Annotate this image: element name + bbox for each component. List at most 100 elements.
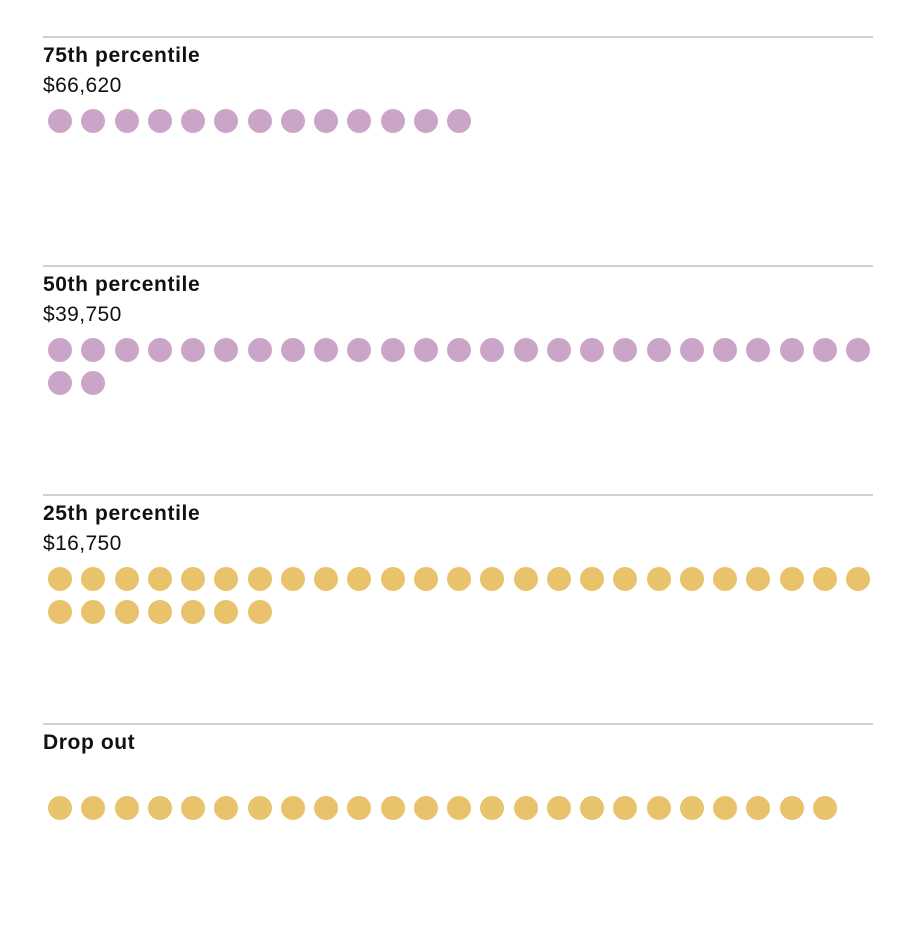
divider [43,494,873,496]
dot-mark [147,338,172,362]
dot-mark [247,796,272,820]
dot-mark [413,567,438,591]
dot-mark [81,796,106,820]
dot-mark [513,796,538,820]
dot-mark [280,109,305,133]
dot-mark [679,338,704,362]
dot-mark [314,338,338,362]
dot-mark [147,600,172,624]
dot-mark [48,371,72,395]
dot-mark [114,109,139,133]
dot-mark [247,600,272,624]
group-label: 75th percentile [43,44,201,67]
group-value: $16,750 [43,532,122,555]
dot-mark [181,338,205,362]
dot-mark [81,567,106,591]
dot-mark [347,796,372,820]
group-50th-percentile: 50th percentile $39,750 [43,265,873,494]
dot-mark [779,796,804,820]
dot-mark [447,796,471,820]
dot-mark [347,109,372,133]
dot-mark [546,796,571,820]
dot-mark [48,796,72,820]
dot-mark [779,567,804,591]
dot-mark [713,338,737,362]
group-75th-percentile: 75th percentile $66,620 [43,36,873,265]
dot-mark [114,338,139,362]
dot-mark [147,567,172,591]
divider [43,265,873,267]
dot-mark [480,567,505,591]
dot-mark [48,338,72,362]
dot-mark [280,796,305,820]
group-value: $39,750 [43,303,122,326]
dot-mark [147,109,172,133]
group-label: 25th percentile [43,502,201,525]
dot-mark [480,338,505,362]
dot-mark [114,600,139,624]
group-drop-out: Drop out [43,723,873,952]
dot-mark [646,796,671,820]
group-25th-percentile: 25th percentile $16,750 [43,494,873,723]
dot-mark [480,796,505,820]
dot-mark [546,338,571,362]
dot-mark [114,567,139,591]
dot-mark [513,338,538,362]
dot-mark [347,338,372,362]
dot-mark [380,109,405,133]
dot-mark [613,338,638,362]
dot-mark [812,338,837,362]
dot-mark [580,796,604,820]
dot-mark [380,796,405,820]
dot-mark [746,338,771,362]
dot-mark [380,338,405,362]
divider [43,723,873,725]
dot-mark [713,567,737,591]
dot-mark [347,567,372,591]
dot-mark [280,567,305,591]
dot-mark [846,338,870,362]
dot-mark [81,338,106,362]
dot-mark [214,338,239,362]
dot-mark [81,109,106,133]
dot-mark [181,567,205,591]
dot-mark [247,109,272,133]
dot-mark [746,567,771,591]
dot-mark [580,338,604,362]
dot-mark [214,796,239,820]
dot-mark [646,567,671,591]
dot-mark [812,796,837,820]
dot-mark [447,338,471,362]
dot-mark [746,796,771,820]
dot-mark [81,371,106,395]
dot-mark [280,338,305,362]
dot-mark [48,600,72,624]
dot-mark [779,338,804,362]
dot-mark [513,567,538,591]
dot-mark [646,338,671,362]
dot-mark [413,338,438,362]
group-label: Drop out [43,731,136,754]
dot-mark [679,796,704,820]
dot-mark [181,109,205,133]
divider [43,36,873,38]
group-label: 50th percentile [43,273,201,296]
dot-mark [679,567,704,591]
dot-mark [812,567,837,591]
dot-mark [147,796,172,820]
dot-mark [380,567,405,591]
dot-mark [413,109,438,133]
dot-mark [247,567,272,591]
dot-mark [314,796,338,820]
dot-mark [447,567,471,591]
group-value: $66,620 [43,74,122,97]
dot-mark [314,109,338,133]
dot-mark [413,796,438,820]
dot-mark [114,796,139,820]
dot-mark [247,338,272,362]
dot-mark [48,567,72,591]
dot-mark [546,567,571,591]
dot-mark [181,600,205,624]
dot-mark [314,567,338,591]
dot-mark [613,796,638,820]
